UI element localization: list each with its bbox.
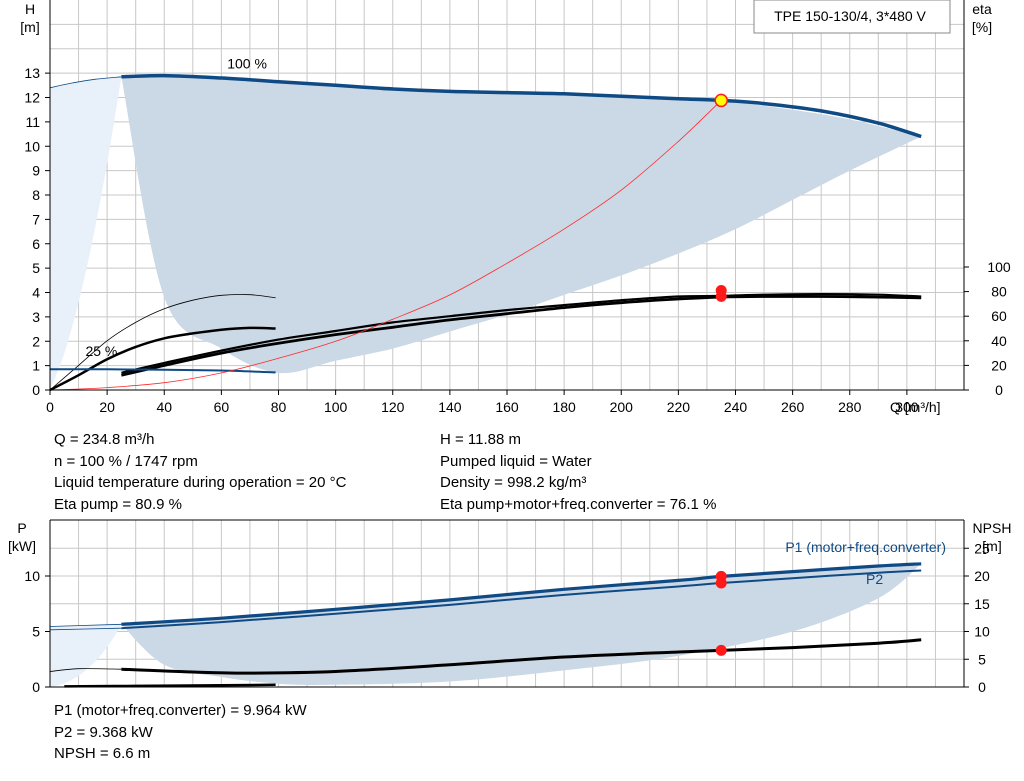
y2-tick-label: 10 bbox=[974, 624, 990, 640]
curve-annotation: 100 % bbox=[227, 55, 267, 71]
info-liquid-temperature: Liquid temperature during operation = 20… bbox=[54, 474, 347, 491]
eta-curve-25-thin bbox=[49, 294, 276, 391]
power-npsh-chart: 0 5 10 0 5 10 15 20 25 P [kW] NPSH [m] P1 (motor+freq… bbox=[8, 519, 1012, 695]
y-tick-label: 13 bbox=[24, 65, 40, 81]
info-p1: P1 (motor+freq.converter) = 9.964 kW bbox=[54, 702, 307, 719]
y-axis-label: P [kW] bbox=[8, 520, 36, 554]
x-tick-label: 0 bbox=[46, 399, 54, 415]
y2-tick-label: 20 bbox=[974, 568, 990, 584]
info-bottom: P1 (motor+freq.converter) = 9.964 kW P2 … bbox=[54, 700, 307, 765]
x-tick-label: 60 bbox=[214, 399, 230, 415]
y-tick-label: 7 bbox=[32, 211, 40, 227]
y-tick-label: 2 bbox=[32, 333, 40, 349]
y2-axis-label: NPSH [m] bbox=[973, 520, 1012, 554]
y2-tick-label: 25 bbox=[974, 540, 990, 556]
y2-tick-label: 5 bbox=[978, 651, 986, 667]
x-axis-label: Q [m³/h] bbox=[890, 399, 941, 415]
eta-total-curve-100 bbox=[121, 292, 922, 374]
y-tick-label: 0 bbox=[32, 679, 40, 695]
p2-curve bbox=[121, 569, 922, 630]
y-tick-label: 12 bbox=[24, 90, 40, 106]
info-flow: Q = 234.8 m³/h bbox=[54, 431, 155, 448]
x-tick-label: 100 bbox=[324, 399, 348, 415]
npsh-curve-extension bbox=[49, 668, 122, 672]
y-tick-label: 4 bbox=[32, 285, 40, 301]
info-eta-pump: Eta pump = 80.9 % bbox=[54, 495, 182, 513]
info-speed: n = 100 % / 1747 rpm bbox=[54, 452, 198, 470]
p1-curve-extension bbox=[49, 623, 122, 627]
y-tick-label: 10 bbox=[24, 138, 40, 154]
x-tick-label: 300 bbox=[895, 399, 919, 415]
y2-axis-label: eta [%] bbox=[972, 1, 992, 35]
y-tick-label: 3 bbox=[32, 309, 40, 325]
head-curve-100 bbox=[121, 73, 922, 139]
x-tick-label: 80 bbox=[271, 399, 287, 415]
operating-range-area bbox=[121, 563, 922, 685]
operating-range-area bbox=[121, 75, 922, 374]
p2-curve-extension bbox=[49, 627, 122, 631]
pump-label: TPE 150-130/4, 3*480 V bbox=[774, 8, 926, 24]
pump-label-box bbox=[753, 0, 951, 34]
y-tick-label: 10 bbox=[24, 568, 40, 584]
x-tick-label: 260 bbox=[781, 399, 805, 415]
eta-duty-point bbox=[715, 290, 727, 302]
info-npsh: NPSH = 6.6 m bbox=[54, 745, 151, 762]
y-tick-label: 5 bbox=[32, 260, 40, 276]
p2-series-label: P2 bbox=[866, 571, 883, 587]
head-curve-100-extension bbox=[49, 76, 122, 89]
head-curve-25 bbox=[49, 368, 276, 374]
y-tick-label: 9 bbox=[32, 163, 40, 179]
head-duty-point bbox=[714, 93, 728, 108]
y-tick-label: 11 bbox=[25, 114, 40, 130]
y2-tick-label: 20 bbox=[991, 357, 1007, 373]
y2-tick-label: 0 bbox=[995, 382, 1003, 398]
head-efficiency-chart: 0 20 40 60 80 100 120 140 160 180 200 220 240 260 280 3… bbox=[20, 0, 1011, 415]
eta-curve-25 bbox=[49, 326, 276, 392]
npsh-duty-point bbox=[715, 644, 727, 656]
y2-tick-label: 15 bbox=[974, 596, 990, 612]
x-tick-label: 180 bbox=[552, 399, 576, 415]
eta-pump-curve-100 bbox=[121, 295, 922, 377]
y-axis-label: H [m] bbox=[20, 1, 39, 35]
x-tick-label: 120 bbox=[381, 399, 405, 415]
x-tick-label: 40 bbox=[156, 399, 172, 415]
y-tick-label: 0 bbox=[32, 382, 40, 398]
system-curve bbox=[49, 100, 722, 391]
curve-annotation: 25 % bbox=[85, 343, 117, 359]
x-tick-label: 200 bbox=[610, 399, 634, 415]
info-head: H = 11.88 m bbox=[440, 431, 522, 448]
p1-curve bbox=[121, 562, 922, 626]
y2-tick-label: 100 bbox=[987, 259, 1011, 275]
y-tick-label: 6 bbox=[32, 236, 40, 252]
y2-tick-label: 0 bbox=[978, 679, 986, 695]
info-density: Density = 998.2 kg/m³ bbox=[440, 474, 587, 491]
extension-range-area bbox=[50, 76, 122, 391]
npsh-curve bbox=[121, 638, 922, 675]
x-tick-label: 20 bbox=[99, 399, 115, 415]
info-top-left: Q = 234.8 m³/h n = 100 % / 1747 rpm Liqu… bbox=[54, 429, 346, 515]
x-tick-label: 240 bbox=[724, 399, 748, 415]
y2-tick-label: 80 bbox=[991, 284, 1007, 300]
y-tick-label: 5 bbox=[32, 624, 40, 640]
p1-series-label: P1 (motor+freq.converter) bbox=[785, 539, 946, 555]
power-duty-point bbox=[715, 577, 727, 589]
extension-range-area bbox=[50, 624, 122, 687]
y2-tick-label: 40 bbox=[991, 333, 1007, 349]
info-p2: P2 = 9.368 kW bbox=[54, 723, 153, 741]
info-eta-total: Eta pump+motor+freq.converter = 76.1 % bbox=[440, 495, 717, 513]
x-tick-label: 220 bbox=[667, 399, 691, 415]
info-pumped-liquid: Pumped liquid = Water bbox=[440, 452, 592, 470]
x-tick-label: 140 bbox=[438, 399, 462, 415]
info-top-right: H = 11.88 m Pumped liquid = Water Densit… bbox=[440, 429, 716, 515]
y-tick-label: 8 bbox=[32, 187, 40, 203]
y-tick-label: 1 bbox=[32, 358, 40, 374]
y2-tick-label: 60 bbox=[991, 308, 1007, 324]
x-tick-label: 160 bbox=[495, 399, 519, 415]
power-curve-25 bbox=[64, 683, 276, 688]
x-tick-label: 280 bbox=[838, 399, 862, 415]
